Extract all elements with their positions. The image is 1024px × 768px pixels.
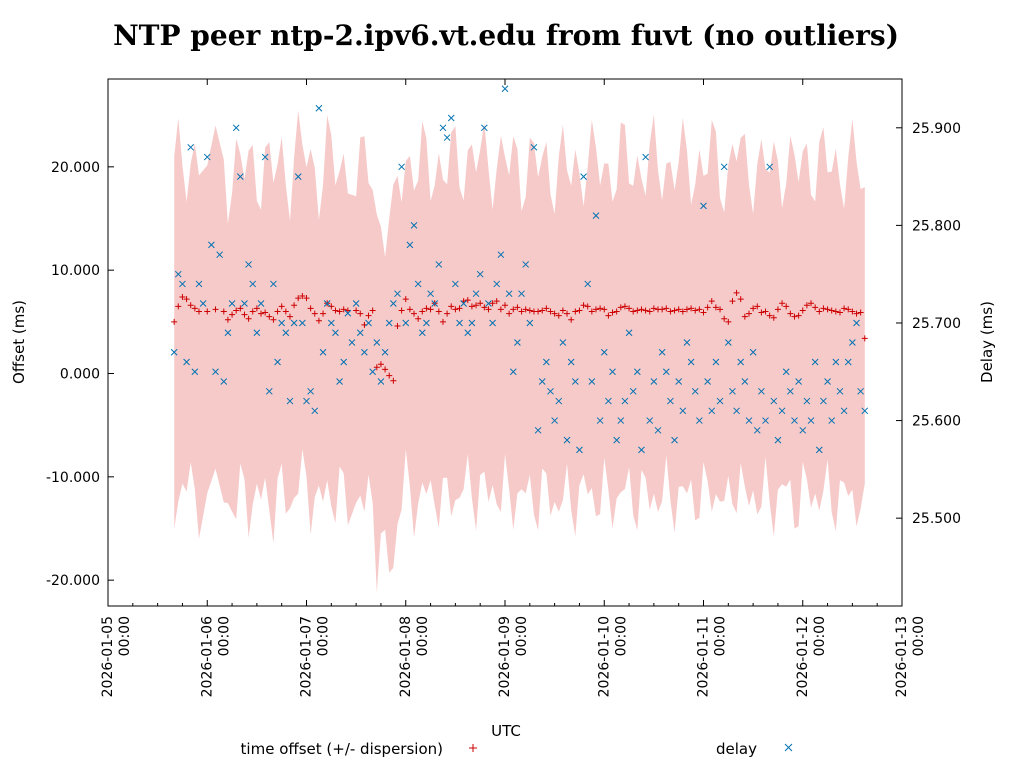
delay-point [581, 174, 587, 180]
y2-tick-label: 25.700 [912, 316, 961, 332]
x-tick-label: 2026-01-0800:00 [398, 616, 431, 697]
delay-point [643, 154, 649, 160]
x-tick-time: 00:00 [216, 616, 232, 656]
y-tick-label: 10.000 [51, 263, 100, 279]
delay-point [448, 115, 454, 121]
delay-point [188, 144, 194, 150]
x-tick-time: 00:00 [117, 616, 133, 656]
delay-point [502, 86, 508, 92]
y2-tick-label: 25.500 [912, 511, 961, 527]
y-tick-label: -20.000 [46, 573, 100, 589]
x-tick-date: 2026-01-08 [398, 616, 414, 697]
x-tick-label: 2026-01-0700:00 [299, 616, 332, 697]
delay-point [444, 135, 450, 141]
x-tick-date: 2026-01-10 [596, 616, 612, 697]
y-tick-label: 0.000 [60, 367, 100, 383]
ntp-chart: NTP peer ntp-2.ipv6.vt.edu from fuvt (no… [0, 0, 1024, 768]
y-axis-ticks: -20.000 -10.000 0.000 10.000 20.000 [46, 160, 114, 589]
x-tick-time: 00:00 [812, 616, 828, 656]
y-tick-label: 20.000 [51, 160, 100, 176]
x-tick-label: 2026-01-1000:00 [596, 616, 629, 697]
x-tick-date: 2026-01-11 [696, 616, 712, 697]
x-tick-date: 2026-01-09 [497, 616, 513, 697]
x-axis-label: UTC [491, 722, 521, 740]
y2-axis-label: Delay (ms) [978, 301, 996, 383]
x-tick-label: 2026-01-0600:00 [199, 616, 232, 697]
x-tick-date: 2026-01-07 [299, 616, 315, 697]
x-tick-date: 2026-01-06 [199, 616, 215, 697]
y2-tick-label: 25.800 [912, 218, 961, 234]
x-tick-label: 2026-01-1100:00 [696, 616, 729, 697]
dispersion-band [174, 110, 865, 592]
x-tick-date: 2026-01-13 [894, 616, 910, 697]
y2-axis-ticks: 25.500 25.600 25.700 25.800 25.900 [896, 121, 961, 527]
x-tick-time: 00:00 [514, 616, 530, 656]
legend-delay-marker [785, 744, 792, 751]
chart-title: NTP peer ntp-2.ipv6.vt.edu from fuvt (no… [113, 19, 899, 52]
legend-offset-marker [469, 744, 477, 752]
x-tick-time: 00:00 [713, 616, 729, 656]
x-tick-time: 00:00 [415, 616, 431, 656]
x-tick-label: 2026-01-0500:00 [100, 616, 133, 697]
y-axis-label: Offset (ms) [10, 300, 28, 384]
x-tick-time: 00:00 [613, 616, 629, 656]
x-tick-time: 00:00 [911, 616, 927, 656]
legend: time offset (+/- dispersion) delay [241, 740, 792, 758]
y2-tick-label: 25.600 [912, 414, 961, 430]
legend-delay-label: delay [716, 740, 757, 758]
legend-offset-label: time offset (+/- dispersion) [241, 740, 443, 758]
delay-point [316, 105, 322, 111]
x-tick-label: 2026-01-1200:00 [795, 616, 828, 697]
y-tick-label: -10.000 [46, 470, 100, 486]
delay-point [440, 125, 446, 131]
x-tick-label: 2026-01-0900:00 [497, 616, 530, 697]
y2-tick-label: 25.900 [912, 121, 961, 137]
delay-point [721, 164, 727, 170]
x-tick-date: 2026-01-05 [100, 616, 116, 697]
x-tick-time: 00:00 [316, 616, 332, 656]
delay-point [233, 125, 239, 131]
dispersion-band-area [174, 110, 865, 592]
x-tick-date: 2026-01-12 [795, 616, 811, 697]
delay-point [399, 164, 405, 170]
x-tick-label: 2026-01-1300:00 [894, 616, 927, 697]
